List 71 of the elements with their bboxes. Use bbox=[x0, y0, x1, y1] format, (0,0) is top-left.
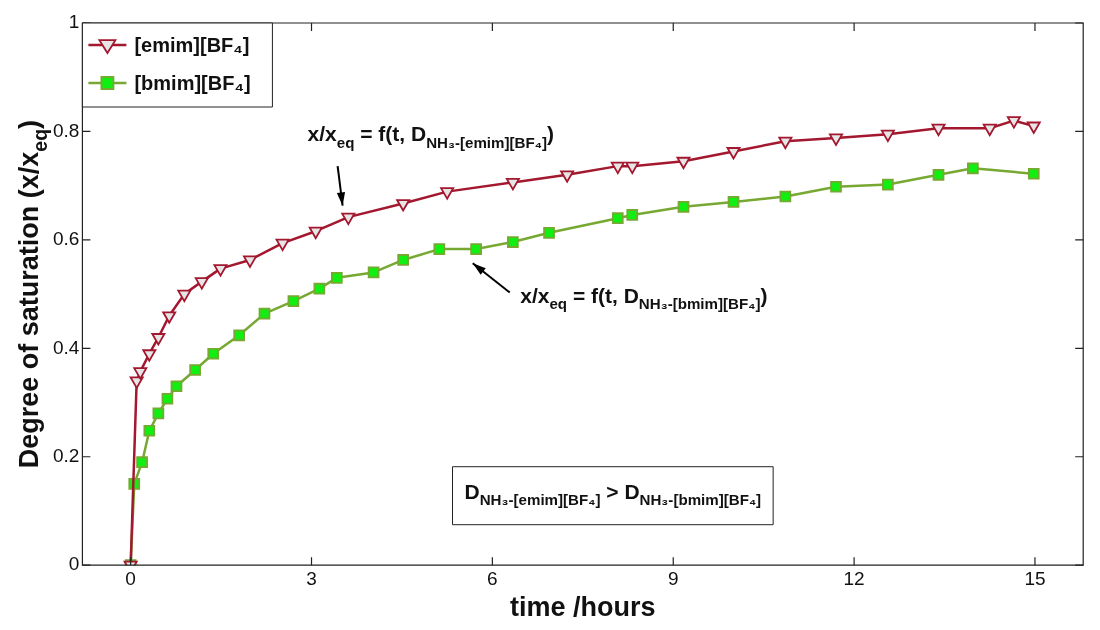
point bbox=[543, 226, 555, 239]
point bbox=[677, 200, 690, 213]
x-tick-label: 12 bbox=[843, 567, 865, 589]
point bbox=[142, 349, 157, 362]
point bbox=[967, 162, 979, 175]
point bbox=[313, 282, 326, 295]
point bbox=[129, 376, 144, 389]
y-tick-label: 0.6 bbox=[52, 228, 80, 250]
point bbox=[507, 236, 519, 248]
point bbox=[440, 187, 455, 200]
point bbox=[931, 123, 946, 137]
point bbox=[133, 367, 148, 380]
point bbox=[610, 161, 625, 175]
point bbox=[396, 199, 411, 212]
point bbox=[308, 226, 323, 240]
point bbox=[258, 307, 271, 320]
point bbox=[243, 255, 257, 268]
y-tick-label: 0.2 bbox=[52, 444, 80, 466]
x-tick-label: 0 bbox=[125, 567, 136, 589]
point bbox=[275, 238, 290, 252]
y-tick-label: 0 bbox=[68, 553, 80, 575]
point bbox=[932, 168, 945, 181]
x-tick-label: 6 bbox=[487, 567, 498, 589]
x-tick-label: 3 bbox=[306, 567, 317, 589]
point bbox=[194, 277, 209, 290]
point bbox=[1027, 167, 1040, 180]
point bbox=[287, 295, 300, 307]
y-axis-title: Degree of saturation (x/xeq) bbox=[14, 119, 51, 469]
x-axis-title: time /hours bbox=[510, 592, 656, 622]
point bbox=[779, 190, 792, 203]
point bbox=[367, 266, 380, 279]
point bbox=[207, 347, 220, 360]
point bbox=[189, 364, 201, 376]
point bbox=[727, 196, 740, 208]
point bbox=[1026, 121, 1041, 134]
point bbox=[1006, 116, 1021, 129]
point bbox=[433, 243, 446, 255]
x-tick-label: 9 bbox=[667, 567, 679, 589]
point bbox=[170, 380, 183, 393]
y-tick-label: 0.8 bbox=[52, 119, 80, 141]
point bbox=[626, 209, 639, 221]
x-tick-label: 15 bbox=[1024, 567, 1046, 589]
point bbox=[397, 254, 409, 266]
point bbox=[726, 147, 741, 160]
point bbox=[330, 271, 343, 284]
point bbox=[177, 289, 192, 302]
point bbox=[882, 178, 894, 191]
y-tick-label: 0.4 bbox=[52, 336, 80, 358]
point bbox=[143, 424, 156, 437]
point bbox=[470, 243, 482, 255]
point bbox=[611, 212, 624, 225]
point bbox=[233, 329, 246, 342]
point bbox=[341, 212, 356, 226]
point bbox=[162, 311, 177, 324]
point bbox=[982, 123, 997, 137]
point bbox=[151, 333, 166, 346]
point bbox=[676, 156, 691, 170]
point bbox=[505, 178, 520, 191]
legend-label: [bmim][BF₄] bbox=[134, 72, 251, 94]
point bbox=[161, 392, 174, 405]
point bbox=[625, 161, 640, 175]
point bbox=[830, 180, 842, 193]
point bbox=[880, 129, 895, 143]
point bbox=[560, 170, 575, 183]
point bbox=[152, 407, 165, 420]
point bbox=[213, 264, 228, 277]
y-tick-label: 1 bbox=[68, 11, 80, 33]
legend-label: [emim][BF₄] bbox=[134, 34, 250, 56]
point bbox=[778, 136, 793, 150]
point bbox=[829, 133, 843, 146]
point bbox=[136, 456, 148, 469]
